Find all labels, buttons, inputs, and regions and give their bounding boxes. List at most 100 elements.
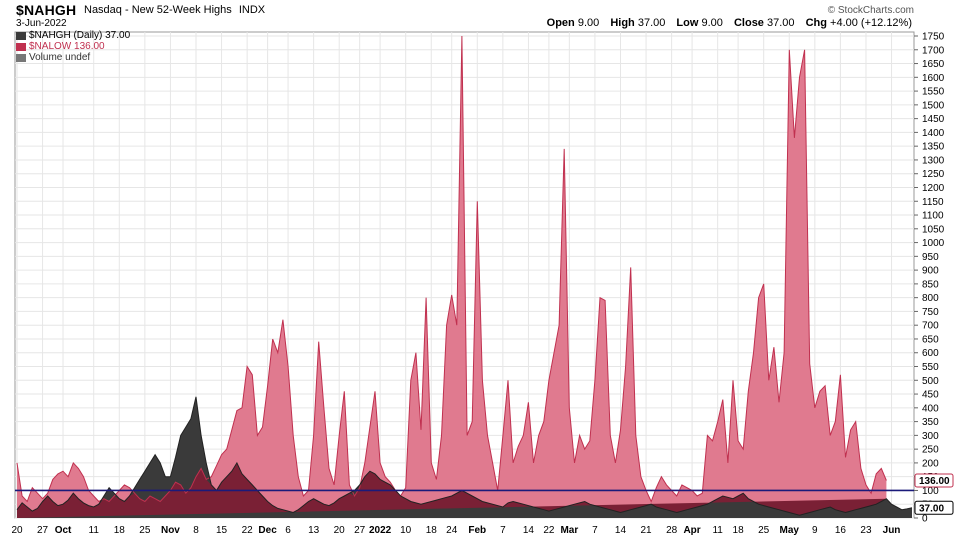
x-tick-label: 18 <box>733 525 745 536</box>
y-tick-label: 1550 <box>922 87 945 98</box>
series-area-lows <box>17 36 887 518</box>
x-tick-label: 9 <box>812 525 818 536</box>
high-label: High <box>610 17 635 29</box>
y-tick-label: 550 <box>922 362 939 373</box>
y-tick-label: 1350 <box>922 142 945 153</box>
x-tick-label: 8 <box>193 525 199 536</box>
y-tick-label: 750 <box>922 307 939 318</box>
y-tick-label: 1200 <box>922 183 945 194</box>
symbol-description: Nasdaq - New 52-Week Highs INDX <box>84 4 265 16</box>
x-tick-label: 23 <box>860 525 872 536</box>
chart-date: 3-Jun-2022 <box>16 18 67 29</box>
y-tick-label: 0 <box>922 514 928 525</box>
y-tick-label: 400 <box>922 403 939 414</box>
x-tick-label: 25 <box>758 525 770 536</box>
symbol-title: $NAHGH <box>16 2 77 18</box>
y-tick-label: 1450 <box>922 114 945 125</box>
exchange-label: INDX <box>238 4 266 16</box>
chg-value: +4.00 (+12.12%) <box>830 17 912 29</box>
x-tick-label: Oct <box>55 525 72 536</box>
chg-label: Chg <box>805 17 827 29</box>
last-value-badge-highs-box <box>914 500 954 515</box>
legend-swatch-lows <box>16 42 26 51</box>
y-tick-label: 300 <box>922 431 939 442</box>
x-tick-label: 7 <box>500 525 506 536</box>
x-tick-label: Dec <box>258 525 277 536</box>
close-label: Close <box>733 17 764 29</box>
ohlc-readout: Open 9.00 High 37.00 Low 9.00 Close 37.0… <box>547 17 912 29</box>
y-tick-label: 200 <box>922 458 939 469</box>
x-tick-label: 14 <box>523 525 535 536</box>
x-tick-label: 2022 <box>369 525 392 536</box>
chart-legend: $NAHGH (Daily) 37.00 $NALOW 136.00 Volum… <box>16 30 130 63</box>
y-tick-label: 650 <box>922 334 939 345</box>
x-tick-label: 15 <box>216 525 228 536</box>
series-area-overlap <box>17 462 887 518</box>
y-tick-label: 850 <box>922 279 939 290</box>
legend-label-volume: Volume undef <box>29 52 91 63</box>
x-tick-label: 14 <box>615 525 627 536</box>
series-line-highs <box>16 396 913 516</box>
x-tick-label: 18 <box>426 525 438 536</box>
legend-label-lows: $NALOW 136.00 <box>29 41 105 52</box>
legend-item-lows: $NALOW 136.00 <box>16 41 130 52</box>
x-tick-label: Mar <box>560 525 578 536</box>
y-tick-label: 900 <box>922 266 939 277</box>
x-tick-label: 28 <box>666 525 678 536</box>
low-label: Low <box>676 17 699 29</box>
high-value: 37.00 <box>637 17 666 29</box>
y-tick-label: 1150 <box>922 197 944 208</box>
legend-swatch-highs <box>16 31 26 40</box>
x-tick-label: 13 <box>308 525 320 536</box>
y-tick-label: 1000 <box>922 238 945 249</box>
low-value: 9.00 <box>701 17 723 29</box>
last-value-badge-highs-text: 37.00 <box>919 503 944 514</box>
x-tick-label: Apr <box>683 525 700 536</box>
open-value: 9.00 <box>577 17 600 29</box>
x-tick-label: 7 <box>592 525 598 536</box>
x-tick-label: 27 <box>354 525 366 536</box>
legend-item-volume: Volume undef <box>16 52 130 63</box>
y-tick-label: 1750 <box>922 32 945 43</box>
y-tick-label: 250 <box>922 445 939 456</box>
x-tick-label: May <box>780 525 800 536</box>
y-tick-label: 450 <box>922 390 939 401</box>
legend-swatch-volume <box>16 53 26 62</box>
x-tick-label: 11 <box>89 525 100 536</box>
x-tick-label: Nov <box>161 525 180 536</box>
y-tick-label: 100 <box>922 486 939 497</box>
x-tick-label: 11 <box>712 525 723 536</box>
x-tick-label: 24 <box>446 525 458 536</box>
x-tick-label: 27 <box>37 525 49 536</box>
x-tick-label: 25 <box>139 525 151 536</box>
y-tick-label: 700 <box>922 321 939 332</box>
y-tick-label: 1400 <box>922 128 945 139</box>
x-tick-label: 18 <box>114 525 126 536</box>
series-line-lows <box>16 35 887 503</box>
y-tick-label: 1500 <box>922 100 945 111</box>
x-tick-label: 16 <box>835 525 847 536</box>
y-tick-label: 800 <box>922 293 939 304</box>
last-value-badge-lows-box <box>914 473 954 488</box>
legend-label-highs: $NAHGH (Daily) 37.00 <box>29 30 131 41</box>
y-tick-label: 1100 <box>922 211 944 222</box>
open-label: Open <box>546 17 575 29</box>
y-tick-label: 350 <box>922 417 939 428</box>
y-tick-label: 1650 <box>922 59 945 70</box>
x-tick-label: 22 <box>242 525 254 536</box>
last-value-badge-lows-text: 136.00 <box>919 476 950 487</box>
y-tick-label: 1600 <box>922 73 945 84</box>
brand-watermark: © StockCharts.com <box>827 5 914 16</box>
y-tick-label: 1300 <box>922 155 945 166</box>
x-tick-label: 21 <box>640 525 652 536</box>
close-value: 37.00 <box>767 17 795 29</box>
y-tick-label: 600 <box>922 348 939 359</box>
x-tick-label: 20 <box>11 525 23 536</box>
x-tick-label: 10 <box>400 525 412 536</box>
y-tick-label: 500 <box>922 376 939 387</box>
chart-header: $NAHGH Nasdaq - New 52-Week Highs INDX 3… <box>0 0 960 34</box>
x-tick-label: 22 <box>543 525 555 536</box>
y-tick-label: 1250 <box>922 169 945 180</box>
y-tick-label: 1050 <box>922 224 945 235</box>
legend-item-highs: $NAHGH (Daily) 37.00 <box>16 30 130 41</box>
